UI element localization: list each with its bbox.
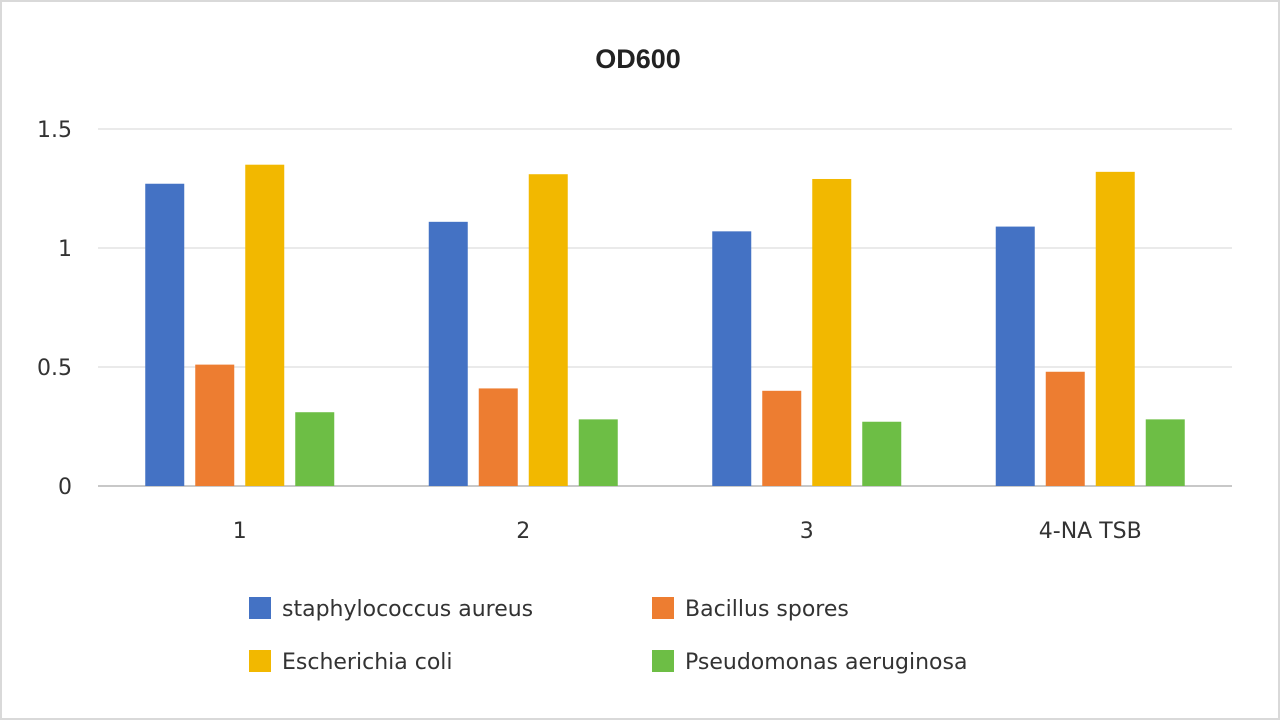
legend-label: Escherichia coli <box>282 650 453 675</box>
x-tick-label: 1 <box>233 519 247 544</box>
legend-label: Pseudomonas aeruginosa <box>685 650 967 675</box>
bar <box>812 178 852 487</box>
bar <box>145 183 185 487</box>
x-tick-label: 3 <box>800 519 814 544</box>
y-axis-ticks: 0 0.5 1 1.5 <box>37 118 72 500</box>
legend: staphylococcus aureus Bacillus spores Esch… <box>249 597 967 675</box>
bar <box>478 388 518 486</box>
x-tick-label: 2 <box>516 519 530 544</box>
bars <box>145 164 1185 487</box>
x-axis-ticks: 1 2 3 4-NA TSB <box>233 519 1142 544</box>
bar <box>762 390 802 486</box>
bar <box>528 174 568 486</box>
legend-swatch <box>249 597 271 619</box>
legend-swatch <box>652 650 674 672</box>
bar <box>245 164 285 486</box>
bar <box>428 221 468 486</box>
x-tick-label: 4-NA TSB <box>1039 519 1142 544</box>
y-tick-label: 0.5 <box>37 356 72 381</box>
chart-title: OD600 <box>595 44 681 74</box>
legend-label: Bacillus spores <box>685 597 849 622</box>
bar <box>578 419 618 486</box>
bar <box>712 231 752 486</box>
y-tick-label: 1 <box>58 237 72 262</box>
bar <box>1095 171 1135 486</box>
y-tick-label: 1.5 <box>37 118 72 143</box>
bar <box>995 226 1035 486</box>
bar <box>195 364 235 486</box>
legend-swatch <box>652 597 674 619</box>
legend-swatch <box>249 650 271 672</box>
y-tick-label: 0 <box>58 475 72 500</box>
gridlines <box>98 128 1232 487</box>
bar <box>295 412 335 486</box>
legend-label: staphylococcus aureus <box>282 597 533 622</box>
bar <box>862 421 902 486</box>
bar <box>1045 371 1085 486</box>
bar <box>1145 419 1185 486</box>
